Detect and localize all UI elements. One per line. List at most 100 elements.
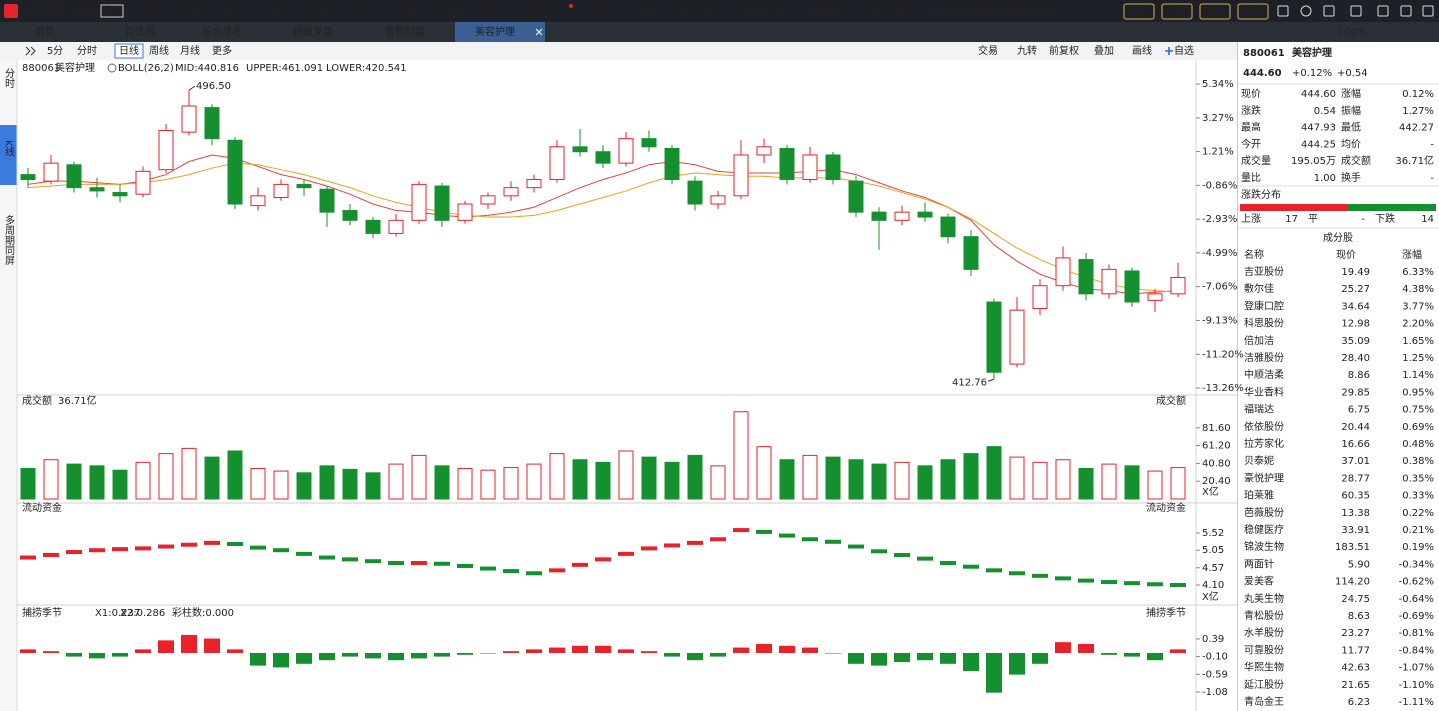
menu-item[interactable]: 机构 bbox=[353, 4, 373, 17]
tool-button[interactable]: 交易 bbox=[978, 44, 998, 57]
period-button[interactable]: 日线 bbox=[119, 44, 139, 57]
tab[interactable]: 超级复盘 bbox=[293, 25, 333, 38]
stock-name[interactable]: 两面针 bbox=[1244, 557, 1274, 570]
side-tab[interactable]: 分时 bbox=[3, 68, 15, 88]
menu-item[interactable]: 舆情猎手 bbox=[869, 4, 909, 17]
stock-name[interactable]: 贝泰妮 bbox=[1244, 454, 1274, 467]
flow-mark bbox=[825, 539, 841, 544]
menu-item[interactable]: 研究院 bbox=[531, 4, 561, 17]
volume-bar bbox=[549, 453, 565, 500]
stock-name[interactable]: 依依股份 bbox=[1244, 420, 1284, 433]
stock-name[interactable]: 珀莱雅 bbox=[1244, 489, 1274, 502]
column-header: 现价 bbox=[1336, 249, 1356, 261]
period-button[interactable]: 5分 bbox=[47, 45, 63, 57]
tab[interactable]: 自选股 bbox=[125, 25, 155, 38]
stock-name[interactable]: 拉芳家化 bbox=[1244, 437, 1284, 450]
stock-name[interactable]: 中顺洁柔 bbox=[1244, 368, 1284, 381]
period-button[interactable]: 分时 bbox=[77, 45, 97, 57]
stock-name[interactable]: 丸美生物 bbox=[1244, 592, 1284, 605]
tool-button[interactable]: 叠加 bbox=[1094, 45, 1114, 57]
promo-link[interactable]: 《龙头趋势交易》陪跑需重... bbox=[928, 4, 1058, 17]
stock-price: 28.77 bbox=[1341, 473, 1370, 484]
flow-mark bbox=[848, 544, 864, 549]
y-tick-label: 4.57 bbox=[1202, 563, 1224, 574]
window-icon[interactable] bbox=[1422, 5, 1434, 17]
menu-item[interactable]: 资讯 bbox=[484, 5, 504, 17]
period-button[interactable]: 月线 bbox=[180, 44, 200, 57]
stock-name[interactable]: 吉亚股份 bbox=[1244, 266, 1284, 278]
side-tab[interactable]: K线 bbox=[3, 140, 15, 157]
menu-item[interactable]: 大盘 bbox=[222, 4, 242, 17]
tool-button[interactable]: 自选 bbox=[1174, 44, 1194, 57]
candle-body bbox=[273, 183, 289, 198]
menu-item[interactable]: 行情 bbox=[137, 4, 157, 17]
tool-button[interactable]: 九转 bbox=[1017, 44, 1037, 57]
stock-name[interactable]: 敷尔佳 bbox=[1244, 282, 1274, 295]
menu-item[interactable]: 短打 bbox=[310, 4, 330, 17]
stock-name[interactable]: 可靠股份 bbox=[1244, 643, 1284, 656]
flow-mark bbox=[986, 568, 1002, 573]
menu-button[interactable]: 社群 bbox=[1243, 5, 1263, 18]
flow-mark bbox=[43, 552, 59, 557]
indicator-icon[interactable] bbox=[107, 63, 117, 73]
menu-item[interactable]: 增值 bbox=[635, 4, 655, 17]
quote-label: 量比 bbox=[1241, 172, 1261, 184]
tab[interactable]: 美容护理 bbox=[475, 25, 515, 38]
stock-name[interactable]: 水羊股份 bbox=[1244, 626, 1284, 639]
tab[interactable]: 综合排名 bbox=[202, 25, 242, 38]
window-icon[interactable] bbox=[1300, 5, 1312, 17]
tab[interactable]: 首页 bbox=[35, 25, 55, 38]
period-button[interactable]: 周线 bbox=[149, 44, 169, 57]
tool-button[interactable]: 画线 bbox=[1132, 44, 1152, 57]
volume-bar bbox=[204, 456, 220, 500]
expand-icon[interactable] bbox=[25, 46, 36, 56]
stock-price: 13.38 bbox=[1341, 508, 1370, 519]
stock-name[interactable]: 科思股份 bbox=[1244, 317, 1284, 330]
stock-name[interactable]: 延江股份 bbox=[1244, 679, 1284, 691]
tab-close[interactable] bbox=[535, 28, 543, 36]
candle-body bbox=[365, 219, 381, 234]
stock-price: 21.65 bbox=[1341, 680, 1370, 691]
period-button[interactable]: 更多 bbox=[212, 44, 232, 57]
menu-item[interactable]: 基金 bbox=[179, 4, 199, 17]
badge[interactable]: 演示 bbox=[102, 4, 122, 17]
tool-button[interactable]: 前复权 bbox=[1049, 44, 1079, 57]
stock-name[interactable]: 华熙生物 bbox=[1244, 661, 1284, 674]
menu-button[interactable]: 宝箱 bbox=[1167, 5, 1187, 18]
stock-name[interactable]: 爱美客 bbox=[1244, 575, 1274, 588]
side-tab[interactable]: 多周期同屏 bbox=[3, 214, 15, 266]
stock-name[interactable]: 豪悦护理 bbox=[1244, 471, 1284, 484]
menu-button[interactable]: 理财 bbox=[1129, 5, 1149, 18]
menu-item[interactable]: AI猎手 bbox=[811, 4, 841, 17]
menu-item[interactable]: 策略猎手 bbox=[743, 4, 783, 17]
menu-item[interactable]: 价投 bbox=[396, 4, 416, 17]
add-icon[interactable] bbox=[1165, 47, 1173, 55]
stock-name[interactable]: 华业香料 bbox=[1244, 385, 1284, 398]
stock-name[interactable]: 稳健医疗 bbox=[1244, 523, 1284, 536]
flow-mark bbox=[227, 541, 243, 546]
stock-name[interactable]: 福瑞达 bbox=[1244, 403, 1274, 416]
stock-name[interactable]: 青松股份 bbox=[1244, 609, 1284, 622]
window-icon[interactable] bbox=[1400, 5, 1412, 17]
stock-name[interactable]: 青岛金王 bbox=[1244, 695, 1284, 708]
flow-title: 流动资金 bbox=[22, 501, 62, 514]
osc-bar bbox=[756, 643, 772, 653]
menu-item[interactable]: 主题猎手 bbox=[675, 4, 715, 17]
window-icon[interactable] bbox=[1277, 5, 1289, 17]
menu-item[interactable]: 选股 bbox=[266, 4, 286, 17]
stock-name[interactable]: 洁雅股份 bbox=[1244, 351, 1284, 364]
stock-name[interactable]: 倍加洁 bbox=[1244, 334, 1274, 347]
stock-name[interactable]: 锦波生物 bbox=[1244, 540, 1284, 553]
menu-button[interactable]: 学习 bbox=[1205, 5, 1225, 18]
tab[interactable]: 智能盯盘 bbox=[385, 25, 425, 38]
osc-x1: X1:0.237 bbox=[95, 608, 140, 619]
window-icon[interactable] bbox=[1377, 5, 1389, 17]
menu-item[interactable]: 数据 bbox=[440, 4, 460, 17]
stock-name[interactable]: 登康口腔 bbox=[1244, 299, 1284, 312]
window-icon[interactable] bbox=[1350, 5, 1362, 17]
stock-name[interactable]: 芭薇股份 bbox=[1244, 506, 1284, 519]
menu-item[interactable]: 交易 bbox=[590, 4, 610, 17]
badge-box bbox=[100, 4, 124, 18]
volume-bar bbox=[411, 454, 427, 500]
window-icon[interactable] bbox=[1323, 5, 1335, 17]
